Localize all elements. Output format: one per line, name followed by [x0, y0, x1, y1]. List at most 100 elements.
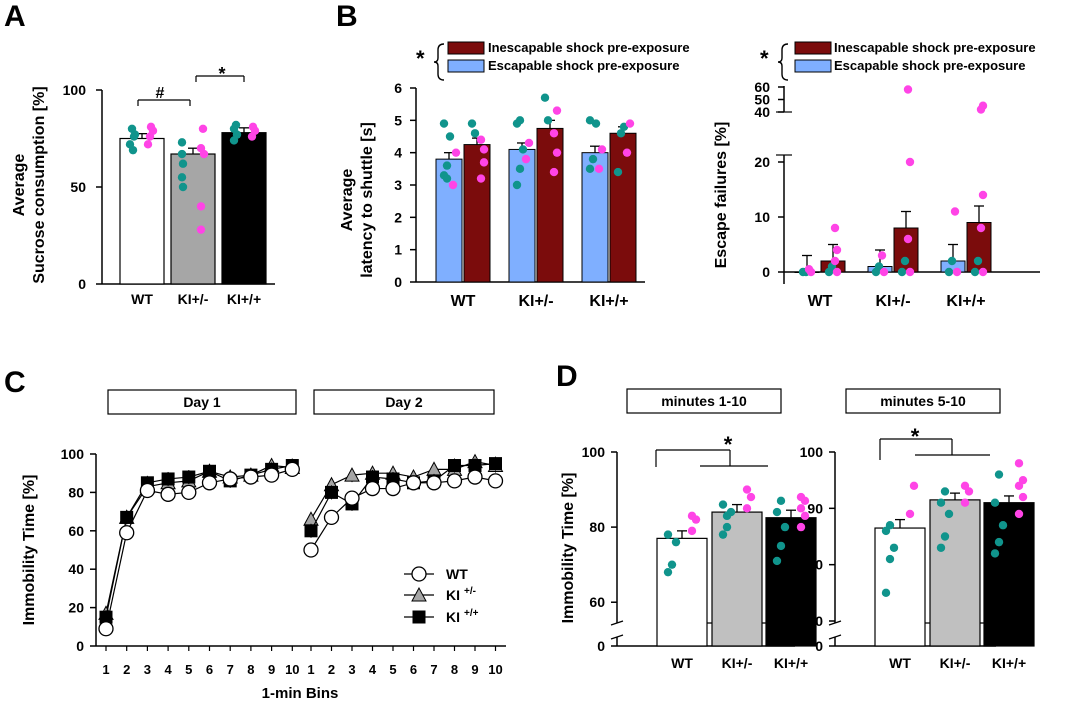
d-right-point-teal	[940, 487, 950, 496]
b-right-point-magenta	[978, 190, 988, 200]
b-left-point-teal	[540, 93, 550, 102]
d-right-point-teal	[998, 521, 1008, 530]
b-left-point-magenta	[479, 158, 489, 167]
panel-d-chart: minutes 1-10 minutes 5-10 Immobility Tim…	[560, 388, 1035, 671]
c-point-day1-WT	[284, 461, 300, 478]
d-left-point-magenta	[687, 526, 697, 536]
a-xtick-2: KI+/+	[227, 291, 261, 307]
c-point-day1-WT	[160, 486, 176, 502]
b-right-yticklabel: 10	[754, 209, 770, 225]
d-left-point-teal	[772, 507, 782, 517]
c-xticklabel: 5	[185, 662, 192, 677]
b-right-point-magenta	[903, 85, 913, 94]
b-right-yticklabel: 40	[754, 104, 770, 120]
c-point-day1-WT	[243, 469, 259, 485]
c-xticklabel: 7	[430, 662, 437, 677]
d-right-point-teal	[990, 498, 1000, 507]
c-point-day2-KIhom	[489, 457, 502, 471]
c-point-day2-WT	[344, 490, 360, 506]
d-right-yticklabel: 80	[807, 557, 823, 573]
a-point-teal	[177, 173, 187, 182]
b-right-xtick-1: KI+/-	[875, 293, 910, 310]
b-left-point-magenta	[521, 154, 531, 164]
c-xticklabel: 9	[268, 662, 275, 677]
c-xticklabel: 7	[227, 662, 234, 677]
b-left-point-teal	[442, 174, 452, 183]
c-xticklabel: 2	[123, 662, 130, 677]
c-point-day1-KIhom	[203, 464, 216, 478]
d-left-point-magenta	[796, 492, 806, 502]
b-left-point-teal	[439, 119, 449, 128]
c-point-day1-WT	[98, 621, 114, 637]
a-bar-2	[221, 132, 267, 285]
c-line-day1-KIhet	[105, 464, 293, 614]
b-left-xtick-0: WT	[451, 293, 476, 310]
panel-a-ylabel-2: Sucrose consumption [%]	[31, 86, 48, 283]
d-right-bar-2	[983, 502, 1035, 647]
d-left-yticklabel: 60	[589, 594, 605, 610]
c-xticklabel: 8	[247, 662, 254, 677]
a-yticklabel: 0	[78, 276, 86, 292]
b-right-point-teal	[970, 267, 980, 277]
b-left-point-teal	[613, 167, 623, 177]
c-point-day1-WT	[263, 467, 280, 483]
b-left-point-magenta	[552, 148, 562, 157]
d-right-point-magenta	[1014, 509, 1024, 519]
d-left-yticklabel: 100	[582, 444, 606, 460]
b-right-point-magenta	[832, 267, 842, 277]
b-right-yticklabel: 0	[762, 264, 770, 280]
c-yticklabel: 80	[68, 484, 84, 500]
legend-brace-0	[433, 43, 445, 81]
a-point-magenta	[198, 124, 208, 133]
panel-a-chart: Average Sucrose consumption [%] # * 0 50 1…	[11, 64, 275, 307]
panel-d-ylabel: Immobility Time [%]	[560, 473, 577, 624]
b-left-yticklabel: 5	[394, 112, 402, 128]
b-right-point-magenta	[879, 267, 889, 277]
c-point-day2-KIhom	[448, 459, 461, 473]
d-left-bar-1	[711, 511, 763, 647]
c-legend-label-2: KI	[446, 609, 460, 625]
b-right-point-magenta	[804, 265, 814, 274]
d-right-point-teal	[885, 554, 895, 564]
d-left-point-magenta	[742, 504, 752, 513]
c-point-day2-KIhet	[344, 467, 360, 482]
b-left-point-magenta	[448, 180, 458, 190]
b-right-yticklabel: 20	[754, 154, 770, 170]
b-left-bar-ine-0	[463, 144, 491, 283]
panel-letter-d: D	[556, 360, 578, 393]
b-right-point-magenta	[832, 245, 842, 255]
c-point-day2-WT	[487, 473, 504, 489]
b-left-point-teal	[470, 129, 480, 138]
d-left-point-teal	[722, 522, 732, 532]
d-left-point-teal	[667, 560, 677, 569]
c-xticklabel: 2	[328, 662, 335, 677]
d-right-xtick-0: WT	[889, 655, 911, 671]
c-point-day2-WT	[446, 473, 463, 489]
c-point-day1-WT	[201, 475, 218, 491]
d-left-yticklabel: 0	[597, 638, 605, 654]
b-right-point-magenta	[877, 251, 887, 260]
c-point-day2-KIhet	[303, 511, 319, 526]
c-xticklabel: 6	[206, 662, 213, 677]
b-left-point-teal	[515, 116, 525, 125]
a-xtick-1: KI+/-	[178, 291, 209, 307]
panel-letter-a: A	[4, 0, 26, 33]
d-left-xtick-0: WT	[671, 655, 693, 671]
panel-b-chart: * Inescapable shock pre-exposure Escapab…	[339, 40, 1040, 310]
c-legend-sup-2: +/+	[464, 608, 479, 619]
panel-b-left-ylabel-1: Average	[339, 169, 356, 232]
d-right-yticklabel: 90	[807, 500, 823, 516]
b-left-point-magenta	[597, 145, 607, 154]
b-left-yticklabel: 1	[394, 242, 402, 258]
c-point-day2-KIhom	[304, 524, 318, 538]
a-point-teal	[178, 159, 188, 168]
c-xticklabel: 10	[285, 662, 299, 677]
d-left-point-magenta	[800, 511, 810, 521]
c-legend-label-1: KI	[446, 587, 460, 603]
d-right-point-teal	[881, 588, 891, 598]
b-right-xtick-2: KI+/+	[946, 293, 985, 310]
c-xticklabel: 10	[488, 662, 502, 677]
c-point-day2-KIhom	[366, 470, 379, 484]
b-left-point-magenta	[451, 148, 461, 157]
b-right-point-magenta	[978, 101, 988, 110]
